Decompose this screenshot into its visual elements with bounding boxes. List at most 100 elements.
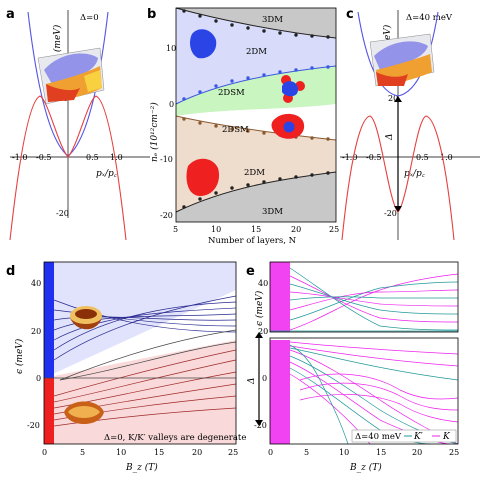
panel-e: e: [246, 261, 459, 473]
panel-c-annotation: Δ=40 meV: [406, 13, 453, 23]
panel-e-top-frame: [269, 261, 459, 333]
markers-top-black: [182, 9, 330, 39]
panel-b-xtick: 25: [329, 225, 339, 234]
region-label: 2DM: [246, 47, 267, 57]
panel-c-xtick: -1.0: [342, 153, 357, 162]
boundary-2dm-3dm-bottom: [175, 171, 337, 213]
panel-b-ytick: -20: [160, 211, 173, 220]
panel-b-ytick: 0: [169, 100, 174, 109]
panel-c-gap-arrow-head-top: [394, 96, 402, 102]
panel-d: d: [6, 261, 246, 473]
panel-b-ytick: 10: [166, 44, 176, 53]
region-3dm-bottom: [176, 172, 336, 222]
panel-c-xtick: 1.0: [440, 153, 453, 162]
fermi-surface-mixed-top: [281, 75, 305, 103]
panel-c: c Δ=40 meV ϵ (meV) pₓ/p꜀ -1.0 -0.5 0.5 1…: [340, 7, 480, 241]
panel-c-gap-arrow-head-bottom: [394, 206, 402, 212]
panel-b-ytick: -10: [160, 155, 173, 164]
panel-e-bottom-dense-band: [270, 340, 290, 444]
panel-b-label: b: [147, 7, 156, 22]
panel-e-xtick: 25: [449, 448, 459, 457]
panel-d-blue-dense-band: [44, 262, 54, 378]
markers-top-blue: [182, 65, 330, 101]
panel-a-xtick: -0.5: [36, 153, 51, 162]
region-2dm-top: [176, 8, 336, 104]
panel-b-xtick: 10: [211, 225, 221, 234]
panel-d-xtick: 5: [80, 448, 85, 457]
panel-e-gap-label: Δ: [247, 378, 257, 386]
fermi-surface-mixed-bottom: [271, 113, 305, 139]
region-label: 2DSM: [222, 125, 249, 135]
panel-e-ytick: 0: [262, 374, 267, 383]
region-label: 2DSM: [218, 88, 245, 98]
fermi-surface-blue: [190, 29, 217, 59]
panel-d-xtick: 20: [192, 448, 202, 457]
panel-b-xtick: 5: [173, 225, 178, 234]
panel-e-ylabel: ϵ (meV): [254, 290, 265, 326]
panel-d-xlabel: B_z (T): [125, 462, 158, 473]
panel-c-xlabel: pₓ/p꜀: [404, 169, 426, 179]
panel-c-ytick: -20: [384, 209, 397, 218]
panel-d-landau-levels: [44, 295, 237, 427]
panel-e-xtick: 0: [268, 448, 273, 457]
panel-a-xtick: 0.5: [86, 153, 99, 162]
panel-e-xtick: 20: [412, 448, 422, 457]
panel-e-bottom-frame: [269, 337, 459, 445]
panel-e-gap-arrow-head-top: [255, 332, 263, 338]
panel-a-band-surface-image: [37, 47, 105, 105]
region-2dm-bottom: [176, 116, 336, 212]
panel-a-ytick: -20: [56, 209, 69, 218]
panel-e-ytick: 40: [258, 279, 268, 288]
panel-c-xtick: 0.5: [416, 153, 429, 162]
panel-e-xtick: 15: [376, 448, 386, 457]
panel-e-top-dense-band: [270, 262, 290, 332]
panel-c-ytick: 20: [388, 94, 398, 103]
panel-e-ytick: -20: [254, 421, 267, 430]
panel-a-xtick: -1.0: [12, 153, 27, 162]
region-label: 3DM: [262, 207, 283, 217]
panel-a-xlabel: pₓ/p꜀: [96, 169, 118, 179]
region-3dm-top: [176, 8, 336, 38]
panel-a-ylabel: ϵ (meV): [52, 24, 63, 60]
panel-d-label: d: [6, 264, 15, 279]
panel-e-legend-title: Δ=40 meV: [355, 432, 402, 442]
panel-d-xtick: 0: [42, 448, 47, 457]
panel-d-ytick: 40: [31, 279, 41, 288]
panel-e-xtick: 10: [339, 448, 349, 457]
boundary-3dm-2dm-top: [175, 7, 337, 39]
panel-d-ylabel: ϵ (meV): [14, 338, 25, 374]
panel-e-bottom-levels: [289, 341, 459, 445]
region-2dsm-top: [176, 66, 336, 116]
panel-e-gap-arrow-head-bottom: [255, 420, 263, 426]
panel-e-xlabel: B_z (T): [349, 462, 382, 473]
panel-b: b: [147, 7, 339, 246]
panel-a-xtick: 1.0: [110, 153, 123, 162]
panel-d-xtick: 25: [228, 448, 238, 457]
panel-e-xtick: 5: [304, 448, 309, 457]
panel-d-surface-image-bottom: [64, 401, 104, 424]
panel-d-ytick: 20: [31, 327, 41, 336]
region-label: 2DM: [244, 168, 265, 178]
boundary-2dm-2dsm-top: [175, 65, 337, 105]
panel-c-band-surface-image: [369, 33, 435, 87]
panel-a-annotation: Δ=0: [80, 13, 99, 23]
panel-d-xtick: 15: [154, 448, 164, 457]
fermi-surface-red: [186, 158, 220, 196]
region-label: 3DM: [262, 15, 283, 25]
boundary-2dsm-2dm-bottom: [175, 115, 337, 141]
panel-a-valence-band: [9, 95, 127, 241]
panel-d-xtick: 10: [116, 448, 126, 457]
panel-b-xtick: 20: [291, 225, 301, 234]
panel-a-label: a: [6, 7, 15, 22]
panel-c-gap-label: Δ: [385, 134, 395, 142]
panel-b-frame: [175, 7, 337, 223]
panel-d-surface-image-top: [70, 306, 102, 330]
panel-d-red-dense-band: [44, 378, 54, 444]
legend-k-label: K: [442, 432, 451, 442]
panel-d-ytick: -20: [27, 421, 40, 430]
panel-e-label: e: [246, 264, 255, 279]
panel-d-ytick: 0: [36, 374, 41, 383]
panel-d-note: Δ=0, K/K′ valleys are degenerate: [104, 433, 246, 443]
panel-b-xtick: 15: [251, 225, 261, 234]
